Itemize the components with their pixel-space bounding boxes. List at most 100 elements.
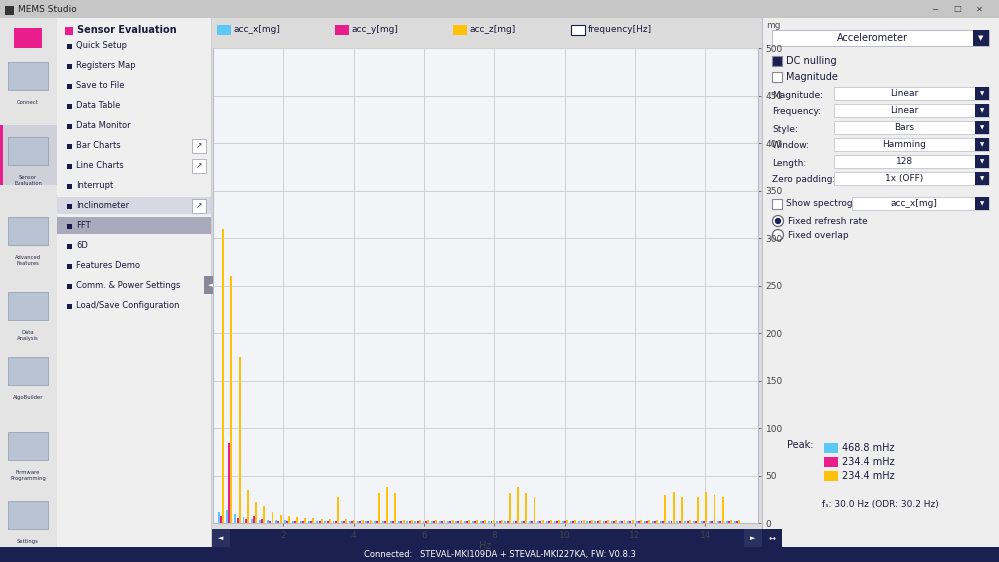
Bar: [824, 457, 838, 467]
Bar: [975, 155, 989, 168]
Bar: [489, 520, 491, 523]
Bar: [67, 204, 72, 209]
Text: Comm. & Power Settings: Comm. & Power Settings: [76, 282, 181, 291]
Bar: [0, 125, 57, 185]
Text: AlgoBuilder: AlgoBuilder: [13, 395, 43, 400]
Bar: [212, 529, 762, 547]
Bar: [346, 519, 348, 523]
Bar: [547, 520, 549, 523]
Bar: [623, 520, 625, 523]
Text: acc_x[mg]: acc_x[mg]: [890, 199, 937, 208]
Bar: [374, 520, 376, 523]
Text: Version: 1.4.1: Version: 1.4.1: [65, 550, 123, 559]
Bar: [643, 520, 645, 523]
Bar: [255, 502, 257, 523]
Text: Linear: Linear: [890, 106, 919, 115]
Bar: [67, 104, 72, 109]
Bar: [529, 520, 531, 523]
Text: □: □: [953, 4, 961, 13]
Bar: [572, 520, 574, 523]
Text: ▼: ▼: [980, 91, 984, 96]
Bar: [975, 172, 989, 185]
Bar: [223, 229, 224, 523]
Bar: [247, 490, 249, 523]
Text: ◄: ◄: [219, 535, 224, 541]
Bar: [67, 144, 72, 149]
Bar: [423, 520, 425, 523]
Bar: [67, 44, 72, 49]
Bar: [537, 520, 539, 523]
Text: Line Charts: Line Charts: [76, 161, 124, 170]
Bar: [553, 520, 555, 523]
Bar: [561, 520, 563, 523]
Bar: [387, 487, 389, 523]
Text: Connected:   STEVAL-MKI109DA + STEVAL-MKI227KA, FW: V0.8.3: Connected: STEVAL-MKI109DA + STEVAL-MKI2…: [364, 550, 636, 559]
Bar: [719, 520, 721, 523]
Bar: [660, 520, 661, 523]
Text: frequency[Hz]: frequency[Hz]: [588, 25, 652, 34]
Bar: [717, 520, 719, 523]
Bar: [440, 520, 441, 523]
Bar: [333, 520, 335, 523]
Bar: [310, 520, 312, 523]
Bar: [321, 519, 323, 523]
Bar: [390, 522, 392, 523]
Bar: [294, 520, 296, 523]
Bar: [264, 506, 266, 523]
Bar: [670, 520, 672, 523]
Text: Sensor
Evaluation: Sensor Evaluation: [14, 175, 42, 186]
Bar: [401, 520, 403, 523]
Text: 6D: 6D: [76, 242, 88, 251]
Bar: [0, 0, 999, 18]
Bar: [629, 520, 631, 523]
Bar: [834, 104, 989, 117]
Text: DC nulling: DC nulling: [786, 56, 836, 66]
Bar: [14, 28, 42, 48]
Bar: [67, 284, 72, 289]
Bar: [558, 520, 560, 523]
Bar: [762, 18, 999, 547]
Bar: [615, 520, 617, 523]
Bar: [531, 520, 533, 523]
Bar: [834, 155, 989, 168]
Text: Peak:: Peak:: [787, 440, 813, 450]
Bar: [594, 520, 596, 523]
Bar: [588, 520, 590, 523]
Bar: [456, 520, 458, 523]
Text: ▼: ▼: [978, 35, 984, 41]
Bar: [571, 25, 585, 35]
Bar: [403, 520, 405, 523]
Bar: [730, 520, 732, 523]
Bar: [654, 520, 656, 523]
Text: MEMS Studio: MEMS Studio: [18, 4, 77, 13]
Text: Firmware
Programming: Firmware Programming: [10, 470, 46, 481]
Text: Quick Setup: Quick Setup: [76, 42, 127, 51]
Bar: [217, 25, 231, 35]
Bar: [226, 510, 228, 523]
Bar: [286, 520, 288, 523]
Bar: [0, 547, 999, 562]
Bar: [366, 520, 368, 523]
Text: 468.8 mHz: 468.8 mHz: [842, 443, 894, 453]
Text: Features Demo: Features Demo: [76, 261, 140, 270]
Bar: [239, 357, 241, 523]
Bar: [427, 520, 429, 523]
Bar: [8, 501, 48, 529]
Bar: [621, 520, 623, 523]
Text: Length:: Length:: [772, 158, 806, 167]
Bar: [762, 529, 782, 547]
Bar: [466, 520, 468, 523]
Bar: [619, 520, 621, 523]
Bar: [0, 125, 3, 185]
Bar: [452, 520, 454, 523]
Bar: [235, 514, 237, 523]
Bar: [0, 18, 57, 562]
Text: ─: ─: [932, 4, 937, 13]
Bar: [975, 138, 989, 151]
Bar: [662, 520, 664, 523]
Circle shape: [772, 215, 783, 226]
Text: Interrupt: Interrupt: [76, 182, 113, 191]
Text: ▼: ▼: [980, 176, 984, 181]
Bar: [392, 520, 394, 523]
Bar: [237, 518, 239, 523]
